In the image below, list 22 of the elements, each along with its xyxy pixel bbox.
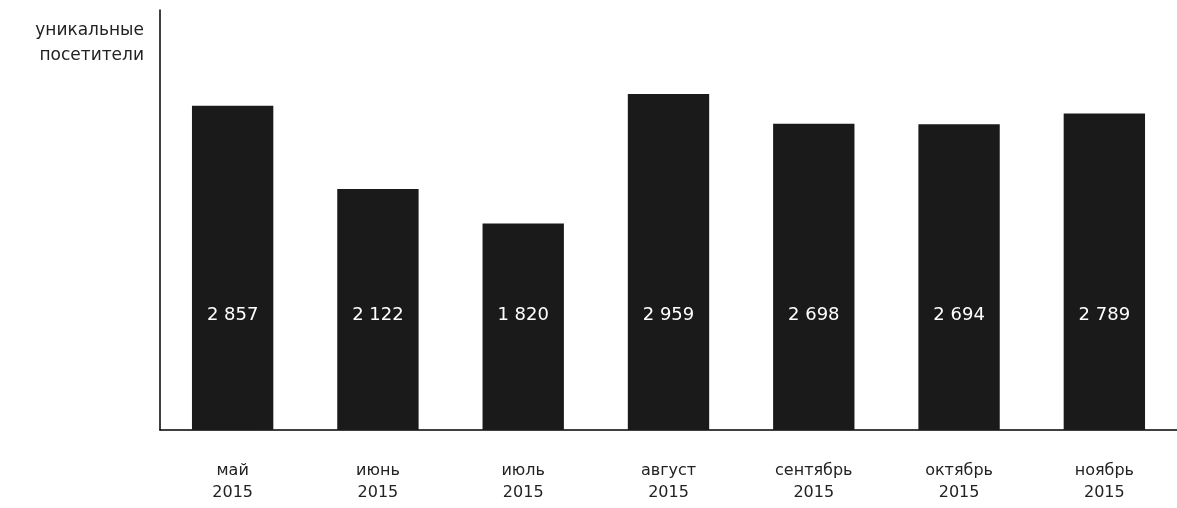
data-label: 2 122 bbox=[352, 302, 404, 324]
data-label: 2 694 bbox=[933, 302, 985, 324]
x-tick-label: июнь 2015 bbox=[356, 459, 400, 501]
x-tick-label: июль 2015 bbox=[501, 459, 545, 501]
bar bbox=[482, 223, 564, 430]
x-tick-label: август 2015 bbox=[640, 459, 697, 501]
bar bbox=[773, 123, 855, 430]
x-tick-label: май 2015 bbox=[212, 459, 253, 501]
x-tick-label: ноябрь 2015 bbox=[1074, 459, 1135, 501]
bar bbox=[1063, 113, 1146, 430]
x-tick-label: октябрь 2015 bbox=[925, 459, 993, 501]
x-tick-label: сентябрь 2015 bbox=[775, 459, 853, 501]
data-label: 2 857 bbox=[206, 302, 259, 324]
bar bbox=[337, 189, 419, 430]
data-label: 2 698 bbox=[788, 302, 840, 324]
bar bbox=[918, 124, 1000, 430]
data-label: 1 820 bbox=[497, 302, 549, 324]
bar bbox=[627, 94, 710, 430]
bar bbox=[191, 105, 274, 430]
data-label: 2 959 bbox=[642, 302, 695, 324]
y-axis-title: уникальные посетители bbox=[35, 18, 144, 64]
data-label: 2 789 bbox=[1078, 302, 1131, 324]
